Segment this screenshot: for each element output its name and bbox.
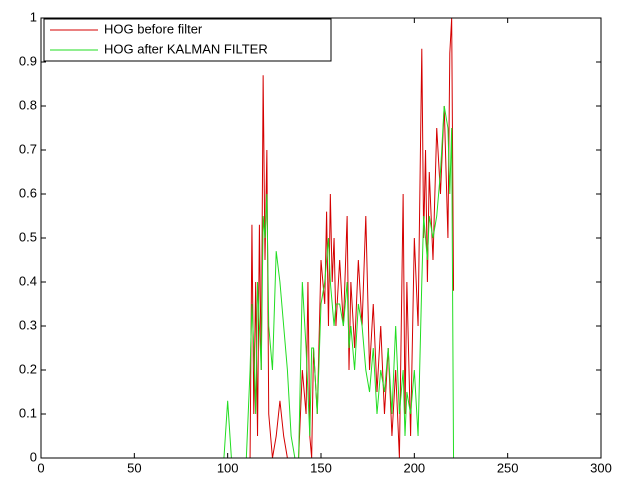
y-tick-label: 0.6: [19, 185, 37, 200]
x-tick-label: 0: [37, 460, 44, 475]
x-tick-label: 150: [310, 460, 332, 475]
y-tick-label: 0.2: [19, 361, 37, 376]
y-tick-label: 1: [30, 9, 37, 24]
data-line: [41, 17, 455, 459]
x-tick-label: 200: [403, 460, 425, 475]
y-tick-label: 0.8: [19, 97, 37, 112]
y-tick-label: 0.9: [19, 53, 37, 68]
legend-box: [43, 18, 332, 62]
y-tick-label: 0.3: [19, 317, 37, 332]
x-tick-label: 250: [497, 460, 519, 475]
y-tick-label: 0.5: [19, 229, 37, 244]
plot-border: [40, 17, 602, 459]
y-tick-label: 0: [30, 449, 37, 464]
legend-label: HOG before filter: [104, 21, 203, 36]
y-tick-label: 0.1: [19, 405, 37, 420]
data-line: [41, 105, 455, 459]
x-tick-label: 50: [127, 460, 141, 475]
y-tick-label: 0.7: [19, 141, 37, 156]
legend-label: HOG after KALMAN FILTER: [104, 41, 268, 56]
y-tick-label: 0.4: [19, 273, 37, 288]
x-tick-label: 100: [217, 460, 239, 475]
plot-area: [40, 17, 602, 459]
x-tick-label: 300: [590, 460, 612, 475]
